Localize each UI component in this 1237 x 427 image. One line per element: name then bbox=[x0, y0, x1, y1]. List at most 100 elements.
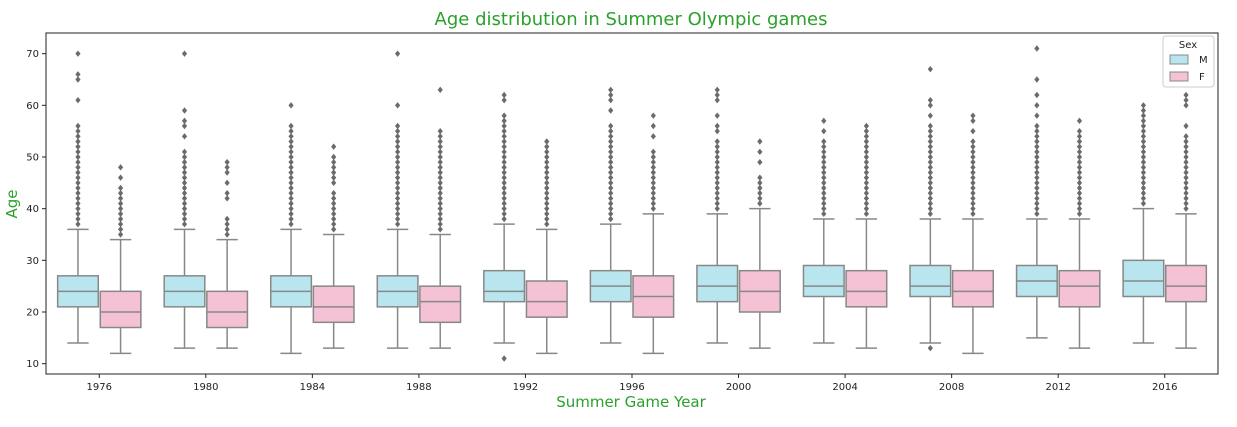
flier-1980-m-13 bbox=[181, 153, 188, 161]
flier-1988-m-0 bbox=[395, 220, 401, 228]
flier-1988-m-2 bbox=[395, 210, 401, 218]
flier-1988-m-1 bbox=[395, 215, 401, 223]
flier-1984-m-4 bbox=[288, 200, 294, 207]
flier-1992-m-17 bbox=[501, 133, 507, 140]
flier-2004-m-10 bbox=[821, 158, 827, 166]
flier-2012-m-10 bbox=[1034, 158, 1040, 166]
flier-2008-f-10 bbox=[970, 158, 976, 166]
flier-1976-f-5 bbox=[117, 205, 124, 212]
flier-1980-m-12 bbox=[181, 158, 188, 166]
flier-2012-m-2 bbox=[1034, 200, 1040, 207]
x-tick-label-1996: 1996 bbox=[619, 382, 644, 393]
flier-1988-f-0 bbox=[437, 226, 443, 233]
flier-1992-m-11 bbox=[501, 164, 507, 171]
flier-1988-f-13 bbox=[437, 158, 443, 166]
flier-2016-m-10 bbox=[1140, 148, 1147, 156]
flier-2008-f-5 bbox=[970, 184, 976, 192]
flier-1988-m-17 bbox=[395, 133, 401, 140]
flier-2008-f-1 bbox=[970, 205, 976, 212]
flier-1992-f-4 bbox=[544, 200, 550, 207]
flier-2004-m-1 bbox=[821, 205, 827, 212]
flier-1976-m-9 bbox=[75, 174, 81, 181]
flier-1976-m-12 bbox=[75, 158, 81, 166]
y-tick-label-50: 50 bbox=[26, 153, 39, 164]
flier-2000-f-4 bbox=[757, 179, 763, 187]
flier-1996-m-13 bbox=[608, 148, 614, 156]
flier-2008-m-21 bbox=[927, 96, 933, 104]
flier-2008-f-12 bbox=[970, 148, 976, 156]
flier-2016-f-5 bbox=[1183, 179, 1189, 187]
flier-1988-f-2 bbox=[437, 215, 443, 223]
flier-2016-m-13 bbox=[1140, 133, 1147, 140]
flier-2004-f-7 bbox=[863, 174, 869, 181]
flier-2008-m-0 bbox=[927, 344, 933, 352]
flier-1988-m-9 bbox=[395, 174, 401, 181]
flier-2012-f-15 bbox=[1076, 133, 1083, 140]
flier-1976-m-23 bbox=[75, 50, 81, 57]
flier-1996-m-11 bbox=[608, 158, 614, 166]
flier-1992-f-13 bbox=[544, 153, 550, 161]
flier-1976-f-11 bbox=[117, 164, 124, 171]
flier-2004-f-8 bbox=[863, 169, 869, 176]
flier-2016-f-9 bbox=[1183, 158, 1189, 166]
flier-1976-m-5 bbox=[75, 195, 81, 202]
flier-1996-m-17 bbox=[608, 127, 614, 135]
flier-2008-f-6 bbox=[970, 179, 976, 187]
flier-1992-f-2 bbox=[544, 210, 550, 218]
box-2004-f bbox=[845, 269, 888, 308]
flier-1984-m-6 bbox=[288, 189, 294, 197]
flier-1976-m-1 bbox=[75, 215, 81, 223]
flier-2012-f-10 bbox=[1076, 158, 1083, 166]
flier-1984-m-1 bbox=[288, 215, 294, 223]
flier-1996-f-4 bbox=[650, 184, 656, 192]
flier-2012-f-4 bbox=[1076, 189, 1083, 197]
flier-1980-f-2 bbox=[224, 220, 230, 228]
flier-2004-f-4 bbox=[863, 189, 869, 197]
flier-1980-m-17 bbox=[181, 117, 188, 125]
flier-1996-f-12 bbox=[650, 133, 656, 140]
flier-1992-f-3 bbox=[544, 205, 550, 212]
flier-2000-m-18 bbox=[714, 91, 720, 99]
flier-1988-f-16 bbox=[437, 143, 443, 150]
flier-1984-m-7 bbox=[288, 184, 294, 192]
flier-2012-m-9 bbox=[1034, 164, 1040, 171]
flier-1984-m-5 bbox=[288, 195, 294, 202]
flier-1996-m-6 bbox=[608, 184, 614, 192]
flier-1984-f-3 bbox=[331, 210, 337, 218]
flier-1996-f-8 bbox=[650, 164, 656, 171]
flier-1976-f-7 bbox=[117, 195, 124, 202]
flier-2016-m-18 bbox=[1140, 107, 1147, 114]
flier-2000-f-8 bbox=[757, 138, 763, 145]
flier-1980-m-8 bbox=[181, 179, 188, 187]
flier-2008-f-11 bbox=[970, 153, 976, 161]
flier-1988-m-15 bbox=[395, 143, 401, 150]
flier-2008-m-4 bbox=[927, 195, 933, 202]
flier-1988-m-10 bbox=[395, 169, 401, 176]
flier-2012-m-4 bbox=[1034, 189, 1040, 197]
flier-2012-m-12 bbox=[1034, 148, 1040, 156]
flier-1976-m-16 bbox=[75, 138, 81, 145]
flier-1992-f-10 bbox=[544, 169, 550, 176]
flier-1980-m-6 bbox=[181, 189, 188, 197]
y-tick-label-40: 40 bbox=[26, 204, 39, 215]
flier-2012-m-20 bbox=[1034, 91, 1040, 99]
flier-1988-f-15 bbox=[437, 148, 443, 156]
flier-2004-m-6 bbox=[821, 179, 827, 187]
flier-2016-m-6 bbox=[1140, 169, 1147, 176]
flier-2004-f-14 bbox=[863, 138, 869, 145]
flier-1988-m-21 bbox=[395, 50, 401, 57]
x-tick-label-2004: 2004 bbox=[832, 382, 857, 393]
flier-1988-m-5 bbox=[395, 195, 401, 202]
flier-2008-m-13 bbox=[927, 148, 933, 156]
flier-1980-f-4 bbox=[224, 195, 230, 202]
flier-1984-m-14 bbox=[288, 148, 294, 156]
flier-1988-m-20 bbox=[395, 102, 401, 109]
flier-2012-m-7 bbox=[1034, 174, 1040, 181]
flier-1996-m-20 bbox=[608, 96, 614, 104]
flier-1988-f-19 bbox=[437, 127, 443, 135]
flier-1980-m-9 bbox=[181, 174, 188, 181]
y-tick-label-10: 10 bbox=[26, 359, 39, 370]
y-tick-label-60: 60 bbox=[26, 101, 39, 112]
flier-1976-m-13 bbox=[75, 153, 81, 161]
